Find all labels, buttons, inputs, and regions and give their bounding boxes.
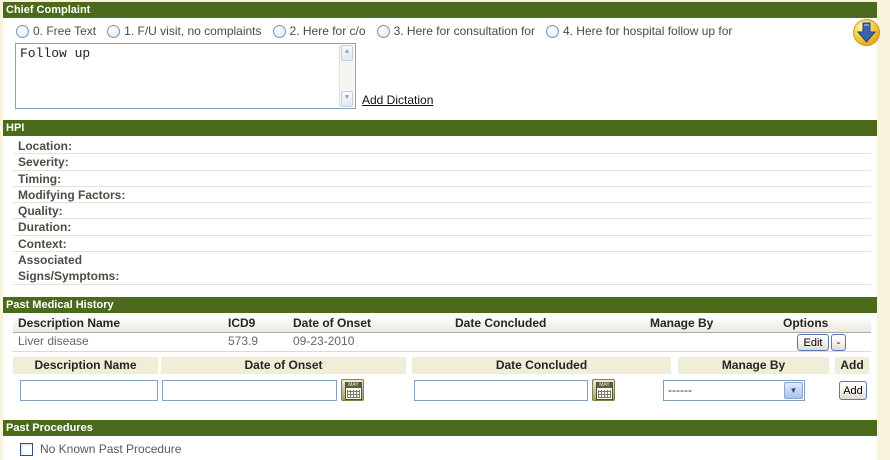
scroll-up-icon[interactable]: ▲ — [341, 45, 353, 61]
calendar-grid — [598, 390, 611, 398]
hpi-label: Associated Signs/Symptoms: — [18, 253, 120, 284]
form-header-add: Add — [835, 357, 869, 374]
hpi-label: Severity: — [18, 155, 69, 170]
hpi-row-duration: Duration: — [13, 219, 871, 236]
radio-option-label: 2. Here for c/o — [289, 24, 366, 38]
radio-button-icon[interactable] — [545, 24, 559, 38]
hpi-row-location: Location: — [13, 138, 871, 155]
chief-complaint-text: Follow up — [20, 46, 91, 61]
radio-button-icon[interactable] — [272, 24, 286, 38]
pmh-table-header: Description Name ICD9 Date of Onset Date… — [13, 315, 871, 333]
radio-option-consultation[interactable]: 3. Here for consultation for — [376, 24, 535, 38]
description-name-input[interactable] — [20, 380, 158, 401]
radio-option-fu-visit[interactable]: 1. F/U visit, no complaints — [107, 24, 262, 38]
scroll-down-icon[interactable]: ▼ — [341, 91, 353, 107]
date-concluded-input[interactable] — [414, 380, 588, 401]
column-header-icd9: ICD9 — [228, 316, 256, 330]
calendar-month-label: MAY — [597, 383, 612, 388]
form-header-manage-by: Manage By — [678, 357, 829, 374]
column-header-description: Description Name — [18, 316, 121, 330]
textarea-scrollbar[interactable]: ▲ ▼ — [339, 45, 354, 107]
date-of-onset-input[interactable] — [162, 380, 337, 401]
chief-complaint-options: 0. Free Text 1. F/U visit, no complaints… — [16, 23, 732, 39]
hpi-row-context: Context: — [13, 236, 871, 253]
calendar-icon: MAY — [596, 382, 613, 400]
radio-option-label: 0. Free Text — [33, 24, 97, 38]
hpi-label: Context: — [18, 236, 67, 251]
manage-by-select[interactable]: ------ ▼ — [663, 380, 805, 401]
hpi-label: Location: — [18, 139, 72, 153]
chief-complaint-header: Chief Complaint — [3, 2, 877, 18]
add-button[interactable]: Add — [839, 381, 867, 400]
past-medical-history-title: Past Medical History — [6, 299, 114, 311]
hpi-rows: Location: Severity: Timing: Modifying Fa… — [13, 138, 871, 286]
form-header-date-of-onset: Date of Onset — [161, 357, 406, 374]
radio-button-icon[interactable] — [107, 24, 121, 38]
no-known-past-procedure-label: No Known Past Procedure — [40, 442, 182, 456]
down-arrow-icon — [857, 22, 876, 43]
past-procedures-title: Past Procedures — [6, 422, 93, 434]
past-medical-history-header: Past Medical History — [3, 297, 877, 313]
hpi-title: HPI — [6, 122, 25, 134]
pmh-table-row: Liver disease 573.9 09-23-2010 Edit - — [13, 333, 871, 352]
hpi-row-associated-signs: Associated Signs/Symptoms: — [13, 252, 871, 286]
calendar-grid — [347, 390, 360, 398]
date-concluded-calendar-button[interactable]: MAY — [592, 379, 615, 401]
chief-complaint-title: Chief Complaint — [6, 4, 91, 16]
hpi-label: Quality: — [18, 204, 63, 219]
radio-button-icon[interactable] — [16, 24, 29, 38]
hpi-label: Duration: — [18, 220, 72, 235]
form-header-date-concluded: Date Concluded — [412, 357, 671, 374]
page-scroll-down-icon[interactable] — [853, 19, 880, 46]
radio-option-label: 4. Here for hospital follow up for — [562, 24, 733, 38]
radio-option-label: 1. F/U visit, no complaints — [124, 24, 262, 38]
radio-option-here-for-co[interactable]: 2. Here for c/o — [272, 24, 366, 38]
radio-option-label: 3. Here for consultation for — [393, 24, 535, 38]
radio-option-hospital-followup[interactable]: 4. Here for hospital follow up for — [545, 24, 733, 38]
cell-description: Liver disease — [18, 334, 89, 348]
manage-by-selected-value: ------ — [668, 383, 692, 397]
hpi-label: Modifying Factors: — [18, 187, 126, 202]
column-header-manage-by: Manage By — [650, 316, 714, 330]
hpi-header: HPI — [3, 120, 877, 136]
calendar-icon: MAY — [345, 382, 362, 400]
hpi-row-timing: Timing: — [13, 171, 871, 187]
no-known-past-procedure-row[interactable]: No Known Past Procedure — [20, 442, 181, 456]
past-procedures-header: Past Procedures — [3, 420, 877, 436]
column-header-options: Options — [783, 316, 829, 330]
radio-button-icon[interactable] — [376, 24, 390, 38]
edit-button[interactable]: Edit — [797, 334, 829, 351]
no-known-past-procedure-checkbox[interactable] — [20, 442, 33, 456]
add-dictation-link[interactable]: Add Dictation — [362, 93, 434, 107]
hpi-row-modifying-factors: Modifying Factors: — [13, 187, 871, 204]
radio-option-free-text[interactable]: 0. Free Text — [16, 24, 96, 38]
form-header-description: Description Name — [13, 357, 158, 374]
column-header-date-concluded: Date Concluded — [455, 316, 547, 330]
chief-complaint-textarea[interactable]: Follow up ▲ ▼ — [15, 43, 356, 109]
cell-icd9: 573.9 — [228, 334, 259, 348]
column-header-date-of-onset: Date of Onset — [293, 316, 372, 330]
remove-button[interactable]: - — [831, 334, 846, 351]
calendar-month-label: MAY — [346, 383, 361, 388]
hpi-row-severity: Severity: — [13, 154, 871, 171]
chevron-down-icon[interactable]: ▼ — [784, 382, 803, 399]
hpi-label: Timing: — [18, 171, 62, 186]
hpi-row-quality: Quality: — [13, 203, 871, 220]
emr-form-page: Chief Complaint 0. Free Text 1. F/U visi… — [3, 2, 880, 460]
date-of-onset-calendar-button[interactable]: MAY — [341, 379, 364, 401]
cell-date-of-onset: 09-23-2010 — [293, 334, 355, 348]
